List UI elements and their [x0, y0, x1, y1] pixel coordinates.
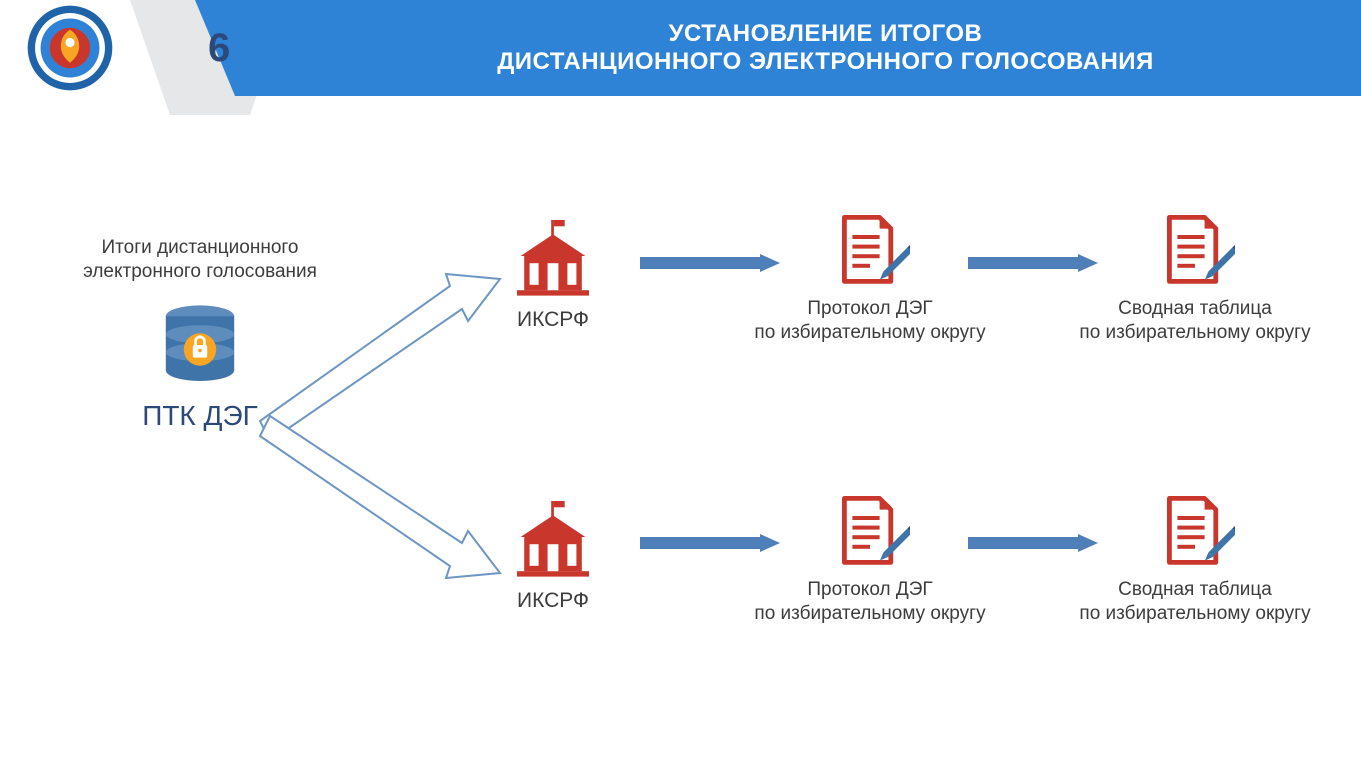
- slide-number: 6: [208, 26, 230, 71]
- building-label-lower: ИКСРФ: [478, 588, 628, 614]
- document-pencil-icon: [1155, 211, 1235, 291]
- building-icon: [508, 492, 598, 582]
- summary-l2-lower: по избирательному округу: [1050, 602, 1340, 626]
- building-node-lower: ИКСРФ: [478, 492, 628, 614]
- summary-l1-lower: Сводная таблица: [1050, 578, 1340, 602]
- document-pencil-icon: [830, 492, 910, 572]
- protocol-l1-lower: Протокол ДЭГ: [720, 578, 1020, 602]
- summary-l1-upper: Сводная таблица: [1050, 297, 1340, 321]
- emblem-icon: [24, 2, 116, 94]
- protocol-l2-upper: по избирательному округу: [720, 321, 1020, 345]
- slide-header: 6 УСТАНОВЛЕНИЕ ИТОГОВ ДИСТАНЦИОННОГО ЭЛЕ…: [0, 0, 1361, 96]
- document-pencil-icon: [1155, 492, 1235, 572]
- document-pencil-icon: [830, 211, 910, 291]
- protocol-node-lower: Протокол ДЭГ по избирательному округу: [720, 492, 1020, 626]
- protocol-node-upper: Протокол ДЭГ по избирательному округу: [720, 211, 1020, 345]
- title-line-2: ДИСТАНЦИОННОГО ЭЛЕКТРОННОГО ГОЛОСОВАНИЯ: [497, 48, 1154, 76]
- summary-node-upper: Сводная таблица по избирательному округу: [1050, 211, 1340, 345]
- protocol-l1-upper: Протокол ДЭГ: [720, 297, 1020, 321]
- summary-l2-upper: по избирательному округу: [1050, 321, 1340, 345]
- building-icon: [508, 211, 598, 301]
- building-node-upper: ИКСРФ: [478, 211, 628, 333]
- protocol-l2-lower: по избирательному округу: [720, 602, 1020, 626]
- branching-arrows: [250, 241, 510, 601]
- database-lock-icon: [155, 300, 245, 390]
- slide-title: УСТАНОВЛЕНИЕ ИТОГОВ ДИСТАНЦИОННОГО ЭЛЕКТ…: [310, 0, 1341, 96]
- building-label-upper: ИКСРФ: [478, 307, 628, 333]
- title-line-1: УСТАНОВЛЕНИЕ ИТОГОВ: [669, 20, 983, 48]
- summary-node-lower: Сводная таблица по избирательному округу: [1050, 492, 1340, 626]
- slide-number-box: 6: [208, 0, 230, 96]
- flow-diagram: Итоги дистанционного электронного голосо…: [0, 96, 1361, 764]
